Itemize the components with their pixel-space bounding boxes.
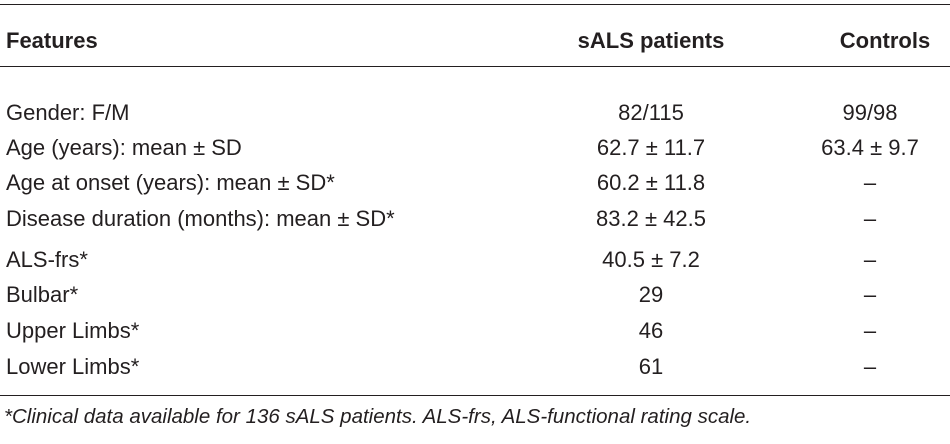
row-controls-value: – [863,247,877,272]
row-feature: Gender: F/M [6,100,130,125]
row-controls-value: – [863,354,877,379]
row-sals-value: 46 [638,318,664,343]
row-sals-value: 61 [638,354,664,379]
table-row: Bulbar* 29 – [0,278,950,312]
table-header-rule [0,66,950,67]
row-controls-value: – [863,170,877,195]
row-sals-value: 29 [638,282,664,307]
table-row: Disease duration (months): mean ± SD* 83… [0,202,950,236]
row-sals-value: 60.2 ± 11.8 [596,170,706,195]
row-sals-value: 83.2 ± 42.5 [596,206,706,231]
table-header-row: Features sALS patients Controls [0,24,950,58]
table-row: Age (years): mean ± SD 62.7 ± 11.7 63.4 … [0,131,950,165]
table-row: ALS-frs* 40.5 ± 7.2 – [0,243,950,277]
row-sals-value: 40.5 ± 7.2 [602,247,700,272]
table-row: Age at onset (years): mean ± SD* 60.2 ± … [0,166,950,200]
header-controls: Controls [839,28,931,53]
table-top-rule [0,4,950,5]
row-feature: ALS-frs* [6,247,88,272]
row-controls-value: 99/98 [842,100,898,125]
row-feature: Disease duration (months): mean ± SD* [6,206,395,231]
header-sals-patients: sALS patients [577,28,725,53]
row-controls-value: – [863,318,877,343]
row-sals-value: 82/115 [618,100,684,125]
table-footnote: *Clinical data available for 136 sALS pa… [4,405,752,428]
row-feature: Lower Limbs* [6,354,140,379]
row-sals-value: 62.7 ± 11.7 [596,135,706,160]
row-controls-value: 63.4 ± 9.7 [821,135,919,160]
row-controls-value: – [863,282,877,307]
header-features: Features [6,28,98,53]
table-row: Upper Limbs* 46 – [0,314,950,348]
row-feature: Age (years): mean ± SD [6,135,242,160]
row-controls-value: – [863,206,877,231]
row-feature: Upper Limbs* [6,318,140,343]
row-feature: Bulbar* [6,282,79,307]
table-row: Lower Limbs* 61 – [0,350,950,384]
row-feature: Age at onset (years): mean ± SD* [6,170,335,195]
table-row: Gender: F/M 82/115 99/98 [0,96,950,130]
table-bottom-rule [0,395,950,396]
